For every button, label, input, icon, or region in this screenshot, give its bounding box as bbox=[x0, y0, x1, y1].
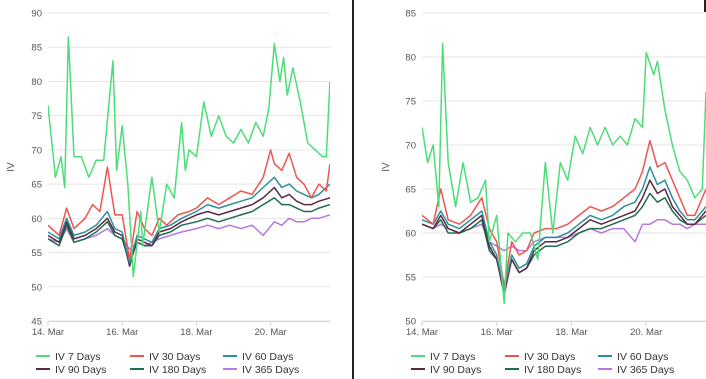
y-tick-label: 50 bbox=[31, 282, 42, 293]
x-tick-label: 14. Mar bbox=[406, 327, 438, 338]
legend-item[interactable]: IV 60 Days bbox=[598, 351, 668, 363]
series-line-iv-60-days[interactable] bbox=[422, 166, 706, 291]
y-tick-label: 90 bbox=[31, 9, 42, 20]
legend-item[interactable]: IV 7 Days bbox=[36, 351, 101, 363]
legend-label: IV 180 Days bbox=[524, 364, 581, 376]
x-tick-label: 16. Mar bbox=[481, 327, 513, 338]
legend-label: IV 60 Days bbox=[617, 351, 668, 363]
y-tick-label: 65 bbox=[405, 185, 416, 196]
y-tick-label: 55 bbox=[405, 273, 416, 284]
x-tick-label: 18. Mar bbox=[555, 327, 587, 338]
legend-item[interactable]: IV 30 Days bbox=[130, 351, 200, 363]
x-tick-label: 18. Mar bbox=[180, 327, 212, 338]
y-axis-title: IV bbox=[381, 162, 392, 172]
legend-label: IV 30 Days bbox=[149, 351, 200, 363]
y-tick-label: 75 bbox=[405, 97, 416, 108]
x-tick-label: 14. Mar bbox=[32, 327, 64, 338]
legend-label: IV 365 Days bbox=[242, 364, 299, 376]
y-tick-label: 60 bbox=[405, 229, 416, 240]
y-tick-label: 70 bbox=[405, 141, 416, 152]
legend-label: IV 30 Days bbox=[524, 351, 575, 363]
y-tick-label: 60 bbox=[31, 214, 42, 225]
y-tick-label: 80 bbox=[405, 53, 416, 64]
legend-item[interactable]: IV 365 Days bbox=[598, 364, 674, 376]
series-line-iv-60-days[interactable] bbox=[48, 176, 330, 264]
chart-panel-2: 50 55 60 65 70 75 80 85 14. Mar 16. Mar 18. Mar 20.… bbox=[381, 9, 706, 376]
series-line-iv-30-days[interactable] bbox=[422, 139, 706, 287]
x-tick-label: 20. Mar bbox=[255, 327, 287, 338]
legend-item[interactable]: IV 90 Days bbox=[411, 364, 481, 376]
y-tick-label: 85 bbox=[31, 43, 42, 54]
legend-item[interactable]: IV 365 Days bbox=[223, 364, 299, 376]
series-line-iv-7-days[interactable] bbox=[48, 36, 330, 278]
y-tick-label: 65 bbox=[31, 180, 42, 191]
x-tick-label: 20. Mar bbox=[630, 327, 662, 338]
y-tick-label: 50 bbox=[405, 317, 416, 328]
series-line-iv-30-days[interactable] bbox=[48, 149, 330, 261]
y-tick-label: 45 bbox=[31, 317, 42, 328]
y-tick-label: 70 bbox=[31, 145, 42, 156]
y-tick-label: 55 bbox=[31, 248, 42, 259]
legend-label: IV 7 Days bbox=[430, 351, 476, 363]
legend-label: IV 90 Days bbox=[430, 364, 481, 376]
legend-item[interactable]: IV 90 Days bbox=[36, 364, 106, 376]
legend-label: IV 365 Days bbox=[617, 364, 674, 376]
series-line-iv-365-days[interactable] bbox=[48, 214, 330, 250]
legend-item[interactable]: IV 7 Days bbox=[411, 351, 476, 363]
legend-label: IV 7 Days bbox=[55, 351, 101, 363]
y-tick-label: 75 bbox=[31, 111, 42, 122]
series-line-iv-7-days[interactable] bbox=[422, 43, 706, 305]
chart-panel-1: 45 50 55 60 65 70 75 80 85 90 14. Mar 16. Mar 18. Ma… bbox=[6, 9, 330, 376]
legend-label: IV 180 Days bbox=[149, 364, 206, 376]
x-tick-label: 16. Mar bbox=[106, 327, 138, 338]
legend-item[interactable]: IV 30 Days bbox=[505, 351, 575, 363]
legend-label: IV 90 Days bbox=[55, 364, 106, 376]
legend-label: IV 60 Days bbox=[242, 351, 293, 363]
series-line-iv-90-days[interactable] bbox=[48, 186, 330, 267]
series-line-iv-90-days[interactable] bbox=[422, 179, 706, 296]
legend-item[interactable]: IV 180 Days bbox=[505, 364, 581, 376]
series-line-iv-180-days[interactable] bbox=[48, 197, 330, 264]
y-tick-label: 85 bbox=[405, 9, 416, 20]
series-line-iv-180-days[interactable] bbox=[422, 192, 706, 291]
legend-item[interactable]: IV 180 Days bbox=[130, 364, 206, 376]
legend-item[interactable]: IV 60 Days bbox=[223, 351, 293, 363]
y-tick-label: 80 bbox=[31, 77, 42, 88]
y-axis-title: IV bbox=[6, 162, 17, 172]
